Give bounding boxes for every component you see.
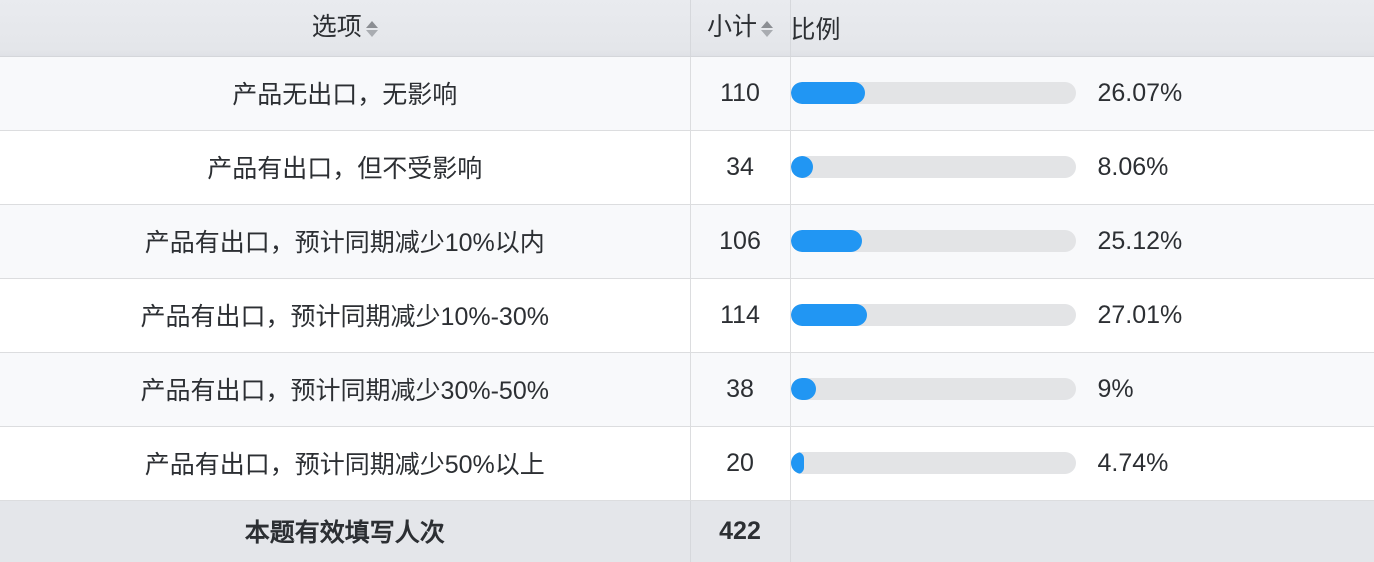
progress-bar-fill — [790, 156, 814, 178]
cell-option: 产品有出口，预计同期减少10%以内 — [0, 204, 691, 279]
cell-ratio: 8.06% — [790, 130, 1374, 205]
progress-bar-fill — [790, 452, 804, 474]
ratio-label: 26.07% — [1097, 78, 1183, 107]
table-footer-row: 本题有效填写人次 422 — [0, 499, 1374, 562]
table-row: 产品有出口，预计同期减少10%以内 106 25.12% — [0, 204, 1374, 279]
table-row: 产品有出口，预计同期减少30%-50% 38 9% — [0, 352, 1374, 427]
progress-bar-track — [790, 452, 1076, 474]
footer-ratio-cell — [790, 499, 1374, 562]
progress-bar-track — [790, 156, 1076, 178]
progress-bar-track — [790, 82, 1076, 104]
cell-option: 产品有出口，预计同期减少50%以上 — [0, 426, 691, 501]
ratio-label: 8.06% — [1097, 152, 1169, 181]
cell-ratio: 27.01% — [790, 278, 1374, 353]
cell-subtotal: 106 — [690, 204, 791, 279]
cell-option: 产品有出口，预计同期减少10%-30% — [0, 278, 691, 353]
column-header-subtotal[interactable]: 小计 — [690, 0, 791, 57]
sort-updown-icon[interactable] — [761, 20, 773, 37]
ratio-label: 9% — [1097, 374, 1134, 403]
footer-label: 本题有效填写人次 — [0, 499, 691, 562]
table-row: 产品有出口，预计同期减少50%以上 20 4.74% — [0, 426, 1374, 501]
footer-total: 422 — [690, 499, 791, 562]
cell-subtotal: 110 — [690, 56, 791, 131]
ratio-wrapper: 9% — [790, 374, 1374, 404]
ratio-label: 27.01% — [1097, 300, 1183, 329]
cell-subtotal: 34 — [690, 130, 791, 205]
table-row: 产品有出口，预计同期减少10%-30% 114 27.01% — [0, 278, 1374, 353]
progress-bar-fill — [790, 230, 863, 252]
ratio-label: 25.12% — [1097, 226, 1183, 255]
progress-bar-track — [790, 378, 1076, 400]
ratio-wrapper: 27.01% — [790, 300, 1374, 330]
ratio-wrapper: 4.74% — [790, 448, 1374, 478]
ratio-label: 4.74% — [1097, 448, 1169, 477]
cell-ratio: 26.07% — [790, 56, 1374, 131]
column-header-option-label: 选项 — [311, 13, 362, 42]
progress-bar-track — [790, 230, 1076, 252]
ratio-wrapper: 26.07% — [790, 78, 1374, 108]
cell-subtotal: 38 — [690, 352, 791, 427]
progress-bar-fill — [790, 378, 817, 400]
cell-ratio: 4.74% — [790, 426, 1374, 501]
table-row: 产品有出口，但不受影响 34 8.06% — [0, 130, 1374, 205]
cell-option: 产品无出口，无影响 — [0, 56, 691, 131]
progress-bar-fill — [790, 82, 865, 104]
ratio-wrapper: 8.06% — [790, 152, 1374, 182]
sort-updown-icon[interactable] — [365, 20, 378, 37]
cell-option: 产品有出口，预计同期减少30%-50% — [0, 352, 691, 427]
column-header-ratio-label: 比例 — [790, 15, 841, 44]
cell-ratio: 9% — [790, 352, 1374, 427]
table-footer: 本题有效填写人次 422 — [0, 499, 1374, 562]
ratio-wrapper: 25.12% — [790, 226, 1374, 256]
cell-ratio: 25.12% — [790, 204, 1374, 279]
column-header-option[interactable]: 选项 — [0, 0, 691, 57]
table-body: 产品无出口，无影响 110 26.07% 产品有出口，但不受影响 34 8.06% 产品有出… — [0, 56, 1374, 501]
table-row: 产品无出口，无影响 110 26.07% — [0, 56, 1374, 131]
column-header-subtotal-label: 小计 — [706, 13, 757, 42]
table-header-row: 选项 小计 比例 — [0, 0, 1374, 57]
column-header-ratio: 比例 — [790, 0, 1374, 57]
cell-option: 产品有出口，但不受影响 — [0, 130, 691, 205]
table-header: 选项 小计 比例 — [0, 0, 1374, 57]
progress-bar-fill — [790, 304, 868, 326]
cell-subtotal: 20 — [690, 426, 791, 501]
cell-subtotal: 114 — [690, 278, 791, 353]
progress-bar-track — [790, 304, 1076, 326]
